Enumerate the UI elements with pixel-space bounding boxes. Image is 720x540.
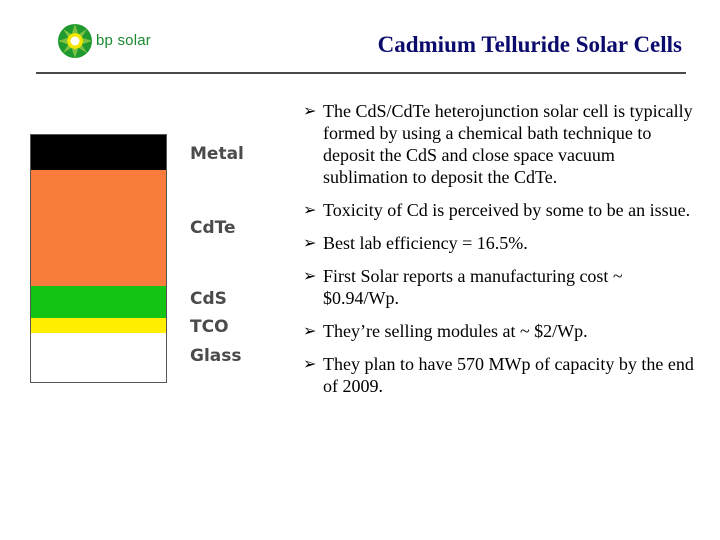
label-tco: TCO: [190, 317, 229, 337]
title-divider: [36, 72, 686, 74]
bp-solar-logo: bp solar: [56, 22, 166, 64]
bullet-text: They’re selling modules at ~ $2/Wp.: [323, 321, 588, 341]
bullet-text: They plan to have 570 MWp of capacity by…: [323, 354, 694, 396]
layer-glass: [31, 333, 166, 382]
label-cdte: CdTe: [190, 218, 236, 238]
layer-cdte: [31, 170, 166, 286]
label-metal: Metal: [190, 144, 244, 164]
bullet-item: ➢ First Solar reports a manufacturing co…: [303, 265, 698, 309]
cell-layer-stack: [30, 134, 167, 383]
helios-logo-icon: [58, 24, 92, 58]
label-cds: CdS: [190, 289, 227, 309]
bullet-text: First Solar reports a manufacturing cost…: [323, 266, 623, 308]
bullet-item: ➢ They’re selling modules at ~ $2/Wp.: [303, 320, 698, 342]
layer-tco: [31, 318, 166, 333]
logo-text: bp solar: [96, 32, 151, 49]
bullet-arrow-icon: ➢: [303, 101, 317, 120]
slide-title: Cadmium Telluride Solar Cells: [377, 32, 682, 57]
bullet-item: ➢ The CdS/CdTe heterojunction solar cell…: [303, 100, 698, 188]
bullet-arrow-icon: ➢: [303, 200, 317, 219]
bullet-arrow-icon: ➢: [303, 321, 317, 340]
bullet-arrow-icon: ➢: [303, 266, 317, 285]
bullet-text: The CdS/CdTe heterojunction solar cell i…: [323, 101, 693, 187]
label-glass: Glass: [190, 346, 242, 366]
bullet-list: ➢ The CdS/CdTe heterojunction solar cell…: [303, 100, 698, 408]
bullet-text: Toxicity of Cd is perceived by some to b…: [323, 200, 691, 220]
bullet-text: Best lab efficiency = 16.5%.: [323, 233, 528, 253]
bullet-arrow-icon: ➢: [303, 354, 317, 373]
bullet-item: ➢ Best lab efficiency = 16.5%.: [303, 232, 698, 254]
layer-cds: [31, 286, 166, 318]
bullet-arrow-icon: ➢: [303, 233, 317, 252]
layer-metal: [31, 135, 166, 170]
bullet-item: ➢ They plan to have 570 MWp of capacity …: [303, 353, 698, 397]
bullet-item: ➢ Toxicity of Cd is perceived by some to…: [303, 199, 698, 221]
